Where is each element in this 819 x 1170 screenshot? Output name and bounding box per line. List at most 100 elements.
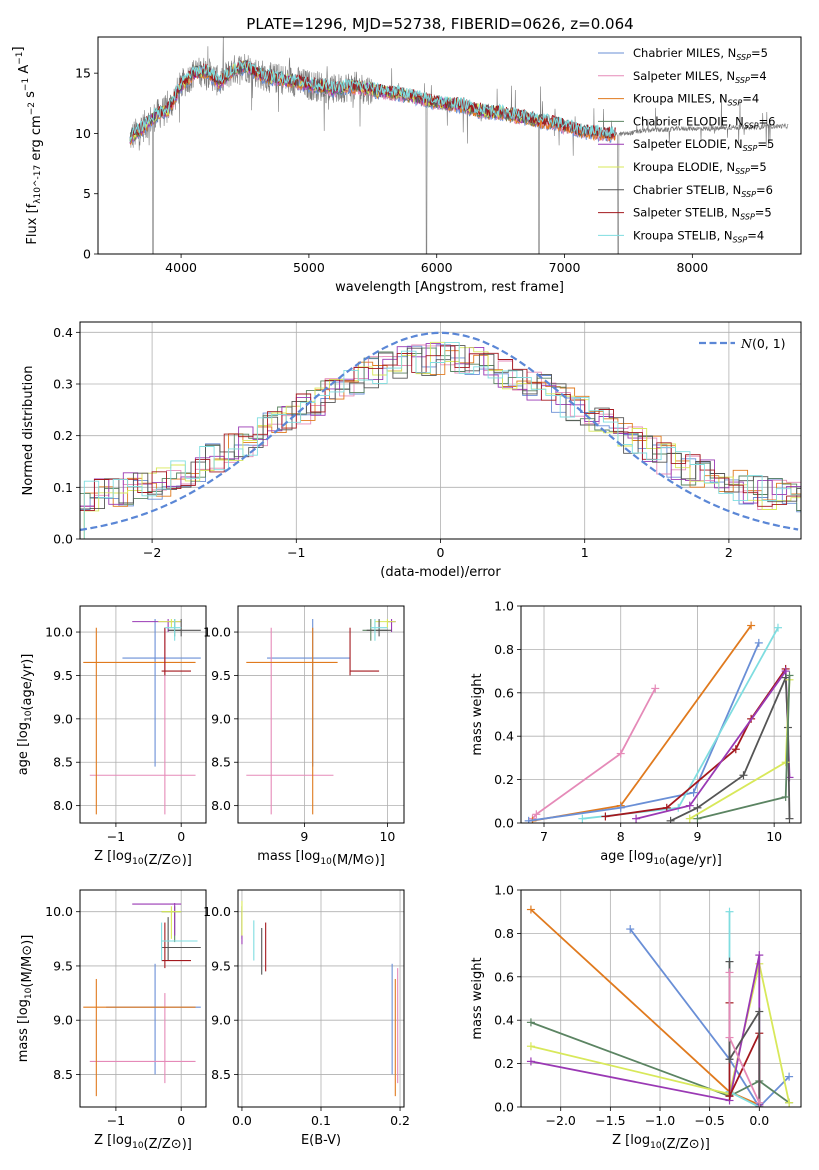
errorbar-chabrier-miles <box>106 963 201 1075</box>
y-tick-label: 9.0 <box>211 711 231 726</box>
series-point <box>747 621 756 630</box>
errorbar-chabrier-miles <box>122 619 201 767</box>
chart-mass-vs-ebv: 8.5 9.0 9.5 10.0 0.0 0.1 0.2 E(B-V) <box>203 889 410 1148</box>
series-point <box>773 623 782 632</box>
plot-area <box>80 331 801 539</box>
label-part: log <box>16 999 31 1019</box>
grid-lines <box>521 605 801 824</box>
y-axis-label: mass weight <box>470 957 485 1039</box>
series-line <box>528 642 760 822</box>
x-tick-label: 6000 <box>421 260 453 275</box>
legend-value: =5 <box>750 160 767 174</box>
axes-frame <box>237 889 405 1108</box>
errorbar-kroupa-elodie <box>374 619 396 628</box>
label-part: log <box>301 849 321 864</box>
y-tick-label: 9.0 <box>211 1013 231 1028</box>
y-tick-label: 0.2 <box>494 1056 514 1071</box>
model-line-salpeter-stelib <box>129 60 616 139</box>
series-point <box>651 684 660 693</box>
y-tick-label: 8.5 <box>53 755 73 770</box>
y-tick-label: 0.0 <box>53 532 73 547</box>
x-axis-label: mass [log10(M/M⊙)] <box>257 849 385 868</box>
axes: 0.0 0.2 0.4 0.6 0.8 1.0 7 8 9 10 <box>494 599 782 845</box>
x-tick-label: −1 <box>107 1113 125 1128</box>
series-chabrier-miles <box>524 638 763 823</box>
y-tick-label: 0.0 <box>494 1100 514 1115</box>
label-part: ] <box>11 46 26 51</box>
legend-label: Kroupa ELODIE, NSSP=5 <box>633 160 767 176</box>
y-axis-label: mass weight <box>470 673 485 755</box>
legend-label: Chabrier ELODIE, NSSP=6 <box>633 114 775 130</box>
x-tick-label: 10 <box>379 829 395 844</box>
label-part: Z [ <box>612 1133 630 1148</box>
axes: 0.0 0.1 0.2 0.3 0.4 −2 −1 0 1 2 <box>53 325 733 560</box>
label-part: 10 <box>24 987 34 999</box>
series-point <box>725 907 734 916</box>
errorbar-salpeter-miles <box>89 993 196 1084</box>
series-point <box>785 1072 794 1081</box>
series-point <box>785 1098 794 1107</box>
histogram-kroupa-miles <box>83 350 801 539</box>
label-part: log <box>634 849 654 864</box>
y-tick-label: 9.5 <box>53 668 73 683</box>
y-axis-label: Flux [fλ10^-17 erg cm−2 s−1 A−1] <box>11 46 44 244</box>
plot-area <box>526 905 794 1107</box>
series-point <box>689 788 698 797</box>
x-tick-label: −1 <box>287 545 305 560</box>
legend-subscript: SSP <box>736 53 751 62</box>
label-part: −1 <box>21 78 31 91</box>
label-part: λ10^-17 <box>33 165 43 204</box>
plot-area <box>83 903 201 1097</box>
x-tick-label: 10 <box>766 829 782 844</box>
y-tick-label: 8.5 <box>211 1067 231 1082</box>
axes: 0 5 10 15 4000 5000 6000 7000 8000 <box>75 66 708 275</box>
y-tick-label: 0.2 <box>494 772 514 787</box>
plot-area <box>241 900 399 1097</box>
errorbar-kroupa-miles <box>246 627 338 815</box>
series-point <box>731 745 740 754</box>
label-part: mass weight <box>470 957 485 1039</box>
label-part: mass [ <box>16 1019 31 1062</box>
legend-text: Chabrier STELIB, N <box>633 183 741 197</box>
model-line-kroupa-stelib <box>129 60 616 142</box>
x-tick-label: 2 <box>725 545 733 560</box>
histogram-chabrier-elodie <box>80 347 801 511</box>
x-tick-label: 7000 <box>549 260 581 275</box>
y-tick-label: 10.0 <box>45 625 73 640</box>
legend-label: Chabrier STELIB, NSSP=6 <box>633 183 773 199</box>
x-tick-label: 1 <box>581 545 589 560</box>
y-tick-label: 0.4 <box>494 729 514 744</box>
errorbar-salpeter-miles <box>246 627 334 815</box>
plot-area <box>129 37 789 254</box>
series-point <box>755 951 764 960</box>
label-part: (M/M⊙)] <box>332 853 385 868</box>
y-axis-label: mass [log10(M/M⊙)] <box>16 935 35 1063</box>
series-line <box>530 908 760 1106</box>
histogram-salpeter-stelib <box>80 345 801 539</box>
legend-text: Salpeter ELODIE, N <box>633 137 743 151</box>
errorbar-kroupa-stelib <box>370 619 388 641</box>
y-tick-label: 10.0 <box>203 904 231 919</box>
label-part: wavelength [Angstrom, rest frame] <box>335 280 564 295</box>
legend-text: Salpeter MILES, N <box>633 69 735 83</box>
label-part: −1 <box>15 52 25 65</box>
legend-value: =5 <box>751 46 768 60</box>
x-axis-label: Z [log10(Z/Z⊙)] <box>94 1133 192 1152</box>
label-part: log <box>16 722 31 742</box>
legend-text: Kroupa STELIB, N <box>633 228 733 242</box>
errorbar-salpeter-elodie <box>132 903 182 936</box>
y-tick-label: 8.0 <box>211 798 231 813</box>
x-axis-label: E(B-V) <box>301 1133 341 1148</box>
legend-subscript: SSP <box>735 76 750 85</box>
legend-text: Chabrier ELODIE, N <box>633 114 744 128</box>
label-part: Flux [f <box>25 203 40 244</box>
label-part: Z [ <box>94 849 112 864</box>
legend-value: =5 <box>755 206 772 220</box>
y-tick-label: 0.4 <box>53 325 73 340</box>
y-tick-label: 5 <box>83 186 91 201</box>
series-point <box>685 814 694 823</box>
series-point <box>725 1092 734 1101</box>
series-line <box>531 688 656 820</box>
